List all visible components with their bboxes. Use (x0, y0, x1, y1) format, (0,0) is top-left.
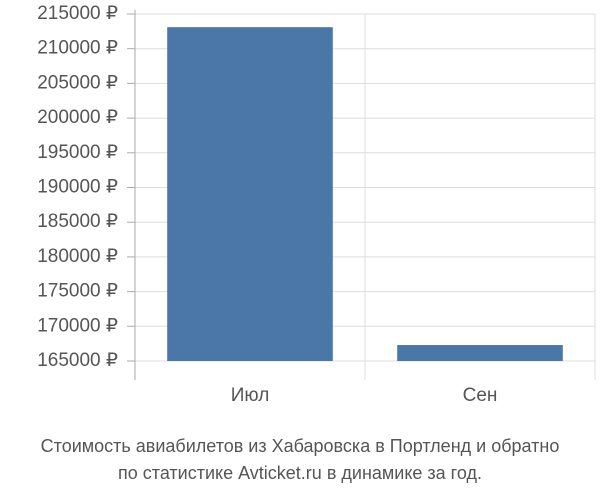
y-tick-label: 175000 ₽ (37, 281, 118, 302)
y-tick-label: 190000 ₽ (37, 177, 118, 198)
x-tick-label: Июл (231, 385, 270, 406)
y-tick-label: 205000 ₽ (37, 72, 118, 93)
x-tick-label: Сен (463, 385, 498, 406)
bar (397, 345, 563, 361)
y-tick-label: 210000 ₽ (37, 38, 118, 59)
bar (167, 27, 333, 361)
y-tick-label: 185000 ₽ (37, 211, 118, 232)
y-tick-label: 180000 ₽ (37, 246, 118, 267)
chart-title: Стоимость авиабилетов из Хабаровска в По… (41, 436, 560, 456)
y-tick-label: 165000 ₽ (37, 350, 118, 371)
y-tick-label: 170000 ₽ (37, 315, 118, 336)
chart-title: по статистике Avticket.ru в динамике за … (118, 463, 482, 483)
y-tick-label: 195000 ₽ (37, 142, 118, 163)
y-tick-label: 200000 ₽ (37, 107, 118, 128)
y-tick-label: 215000 ₽ (37, 3, 118, 24)
